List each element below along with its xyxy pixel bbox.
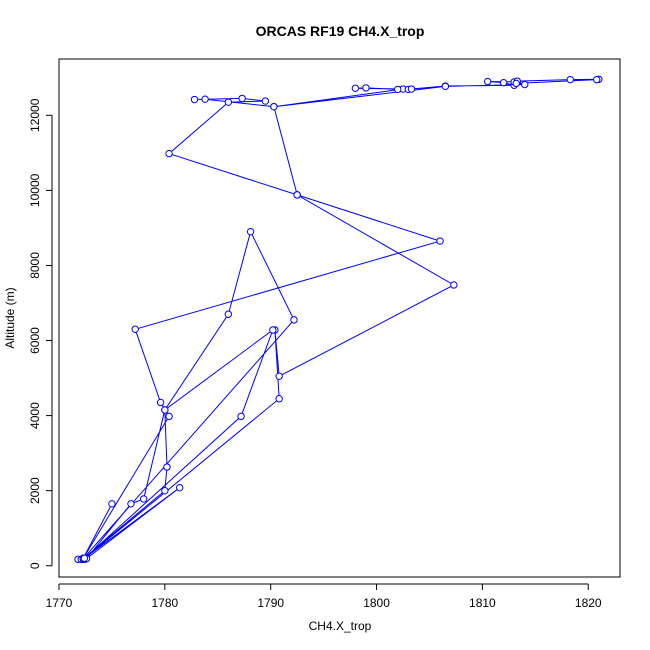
data-point bbox=[237, 412, 245, 421]
data-point bbox=[275, 372, 283, 380]
data-point bbox=[436, 237, 444, 245]
data-point bbox=[246, 227, 255, 236]
x-tick-label: 1780 bbox=[151, 596, 178, 610]
data-point bbox=[161, 486, 169, 495]
y-tick-label: 0 bbox=[28, 562, 42, 569]
x-axis-label: CH4.X_trop bbox=[309, 619, 372, 633]
y-axis-label: Altitude (m) bbox=[3, 287, 17, 348]
y-tick-label: 8000 bbox=[28, 252, 42, 279]
data-point bbox=[593, 75, 601, 84]
data-point bbox=[224, 98, 233, 106]
y-tick-label: 4000 bbox=[28, 402, 42, 429]
y-tick-label: 10000 bbox=[28, 173, 42, 207]
data-point bbox=[127, 500, 135, 508]
data-point bbox=[362, 84, 370, 92]
data-point bbox=[190, 95, 199, 104]
x-axis: 1770 1780 1790 1800 1810 1820 bbox=[46, 583, 602, 610]
data-point bbox=[163, 463, 171, 471]
data-point bbox=[261, 97, 270, 105]
data-point bbox=[293, 191, 301, 199]
x-tick-label: 1810 bbox=[469, 596, 496, 610]
data-point bbox=[165, 149, 173, 158]
data-point bbox=[224, 310, 233, 318]
data-point bbox=[521, 80, 529, 89]
data-point bbox=[161, 406, 169, 414]
data-point bbox=[499, 78, 508, 87]
series-layer bbox=[74, 75, 603, 564]
data-point bbox=[269, 326, 277, 334]
data-point bbox=[275, 395, 283, 403]
data-point bbox=[108, 500, 116, 508]
data-point bbox=[407, 85, 416, 93]
data-point bbox=[512, 79, 520, 88]
data-point bbox=[165, 412, 173, 421]
data-point bbox=[80, 554, 89, 562]
data-point bbox=[290, 316, 298, 324]
data-point bbox=[156, 398, 165, 407]
data-point bbox=[394, 85, 402, 94]
x-tick-label: 1820 bbox=[575, 596, 602, 610]
data-point bbox=[175, 483, 184, 492]
data-point bbox=[441, 82, 450, 91]
x-tick-label: 1790 bbox=[257, 596, 284, 610]
data-point bbox=[139, 495, 148, 503]
y-axis: 0 2000 4000 6000 8000 10000 12000 bbox=[28, 98, 53, 569]
y-tick-label: 2000 bbox=[28, 477, 42, 504]
y-tick-label: 6000 bbox=[28, 327, 42, 354]
data-point bbox=[131, 325, 139, 333]
data-point bbox=[351, 84, 360, 92]
chart-title: ORCAS RF19 CH4.X_trop bbox=[256, 23, 425, 39]
x-tick-label: 1770 bbox=[46, 596, 73, 610]
data-point bbox=[483, 77, 492, 86]
data-point bbox=[238, 94, 246, 103]
y-tick-label: 12000 bbox=[28, 98, 42, 132]
x-tick-label: 1800 bbox=[363, 596, 390, 610]
data-point bbox=[270, 102, 278, 111]
data-point bbox=[450, 281, 458, 289]
data-point bbox=[566, 75, 574, 84]
data-point bbox=[201, 95, 209, 103]
plot-frame bbox=[58, 58, 621, 578]
